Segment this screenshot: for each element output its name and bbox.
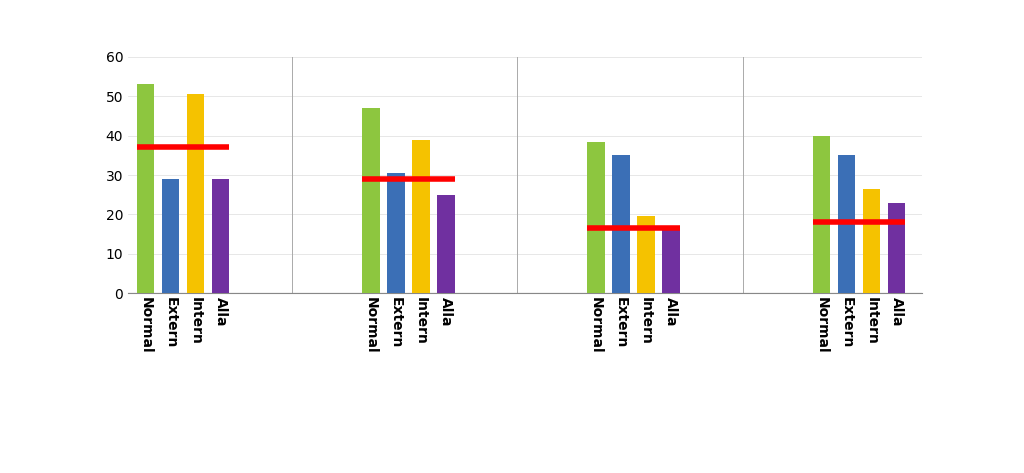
Bar bbox=[362, 108, 380, 293]
Bar bbox=[162, 179, 179, 293]
Bar bbox=[412, 140, 430, 293]
Bar bbox=[638, 217, 655, 293]
Bar bbox=[813, 136, 830, 293]
Bar bbox=[863, 189, 881, 293]
Bar bbox=[387, 173, 404, 293]
Bar bbox=[888, 202, 905, 293]
Bar bbox=[588, 141, 605, 293]
Bar bbox=[612, 155, 630, 293]
Bar bbox=[186, 94, 205, 293]
Bar bbox=[838, 155, 855, 293]
Bar bbox=[212, 179, 229, 293]
Bar bbox=[137, 84, 155, 293]
Bar bbox=[437, 195, 455, 293]
Bar bbox=[663, 226, 680, 293]
